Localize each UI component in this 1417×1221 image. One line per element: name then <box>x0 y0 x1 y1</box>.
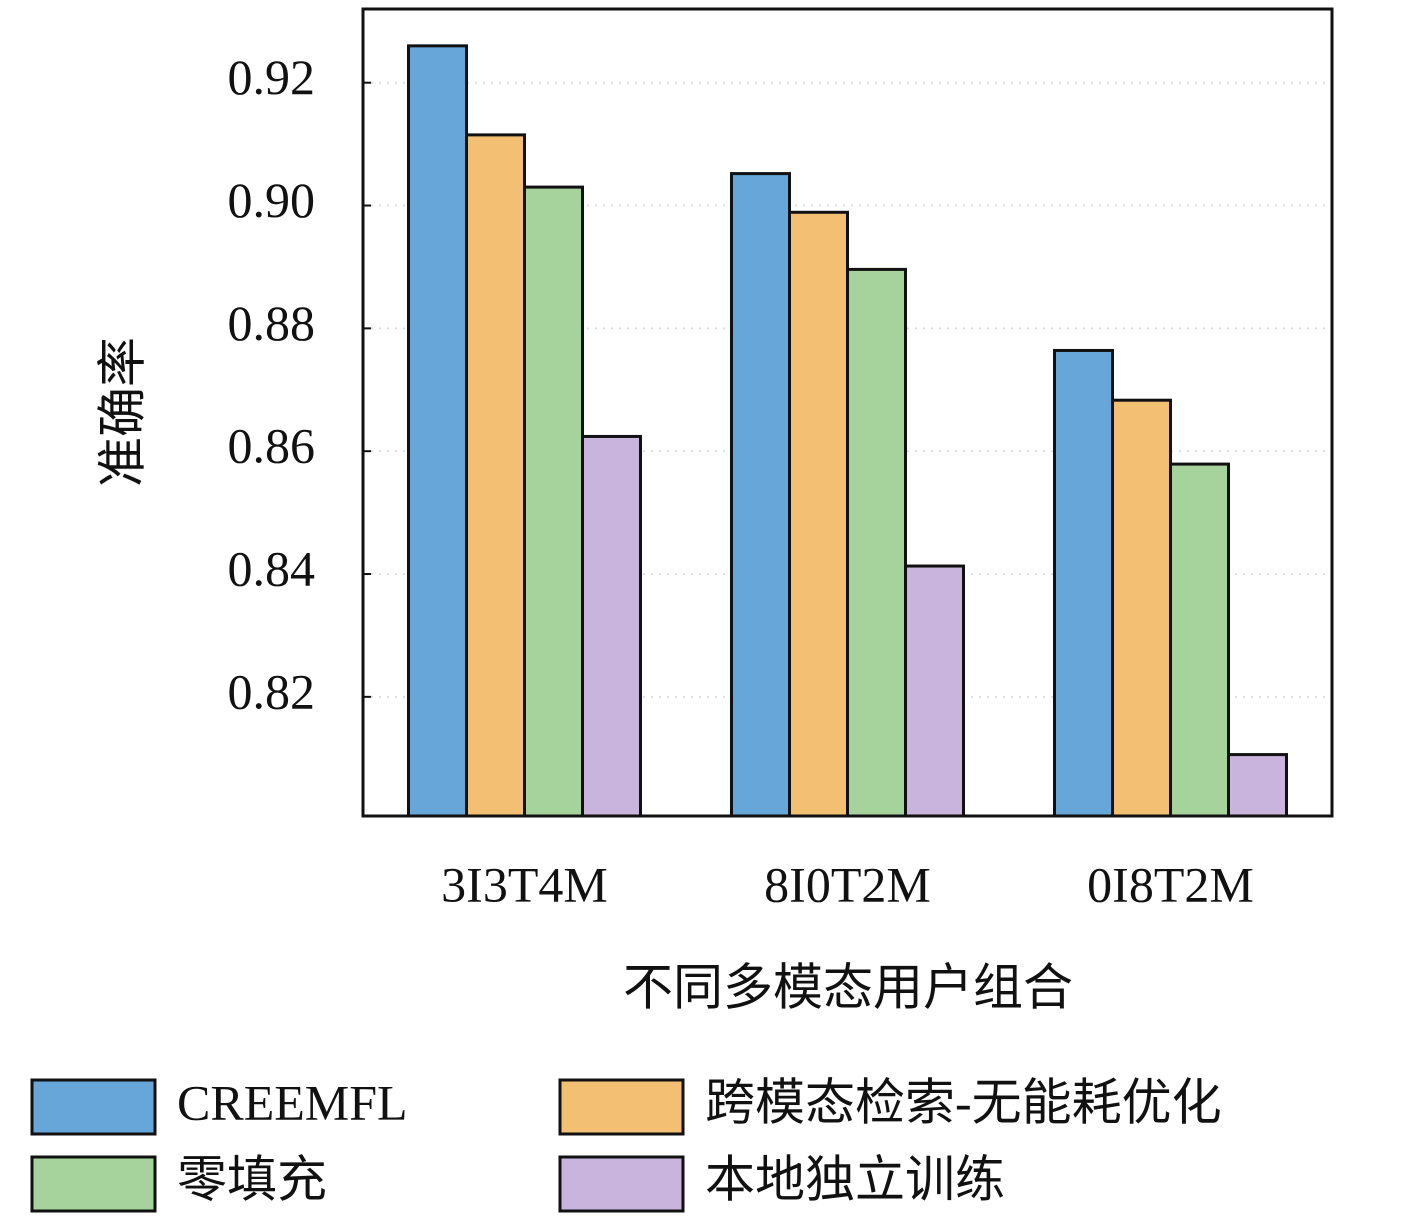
bar <box>1227 753 1288 818</box>
bar <box>788 210 849 818</box>
bar <box>523 185 584 818</box>
x-tick-label: 8I0T2M <box>764 856 931 912</box>
legend-label: 本地独立训练 <box>705 1151 1005 1207</box>
legend-swatch <box>558 1155 685 1213</box>
bar <box>1053 348 1114 818</box>
y-tick-label: 0.84 <box>228 540 316 596</box>
bar <box>730 172 791 818</box>
y-tick-label: 0.92 <box>228 49 316 105</box>
legend-label: CREEMFL <box>177 1074 408 1130</box>
bar <box>465 133 526 818</box>
bar <box>1169 462 1230 818</box>
y-axis-label: 准确率 <box>94 337 150 487</box>
y-tick-label: 0.88 <box>228 295 316 351</box>
x-tick-label: 3I3T4M <box>441 856 608 912</box>
legend-swatch <box>558 1078 685 1136</box>
bar <box>581 434 642 818</box>
legend-label: 跨模态检索-无能耗优化 <box>705 1074 1222 1130</box>
bar <box>407 44 468 818</box>
legend-label: 零填充 <box>177 1151 327 1207</box>
x-tick-label: 0I8T2M <box>1087 856 1254 912</box>
plot-frame <box>361 7 1334 818</box>
legend-swatch <box>30 1155 157 1213</box>
bar <box>1111 398 1172 818</box>
y-tick-label: 0.86 <box>228 418 316 474</box>
y-tick-label: 0.90 <box>228 172 316 228</box>
legend-swatch <box>30 1078 157 1136</box>
bar <box>904 564 965 818</box>
x-axis-label: 不同多模态用户组合 <box>623 959 1073 1015</box>
y-tick-label: 0.82 <box>228 663 316 719</box>
bar <box>846 267 907 818</box>
